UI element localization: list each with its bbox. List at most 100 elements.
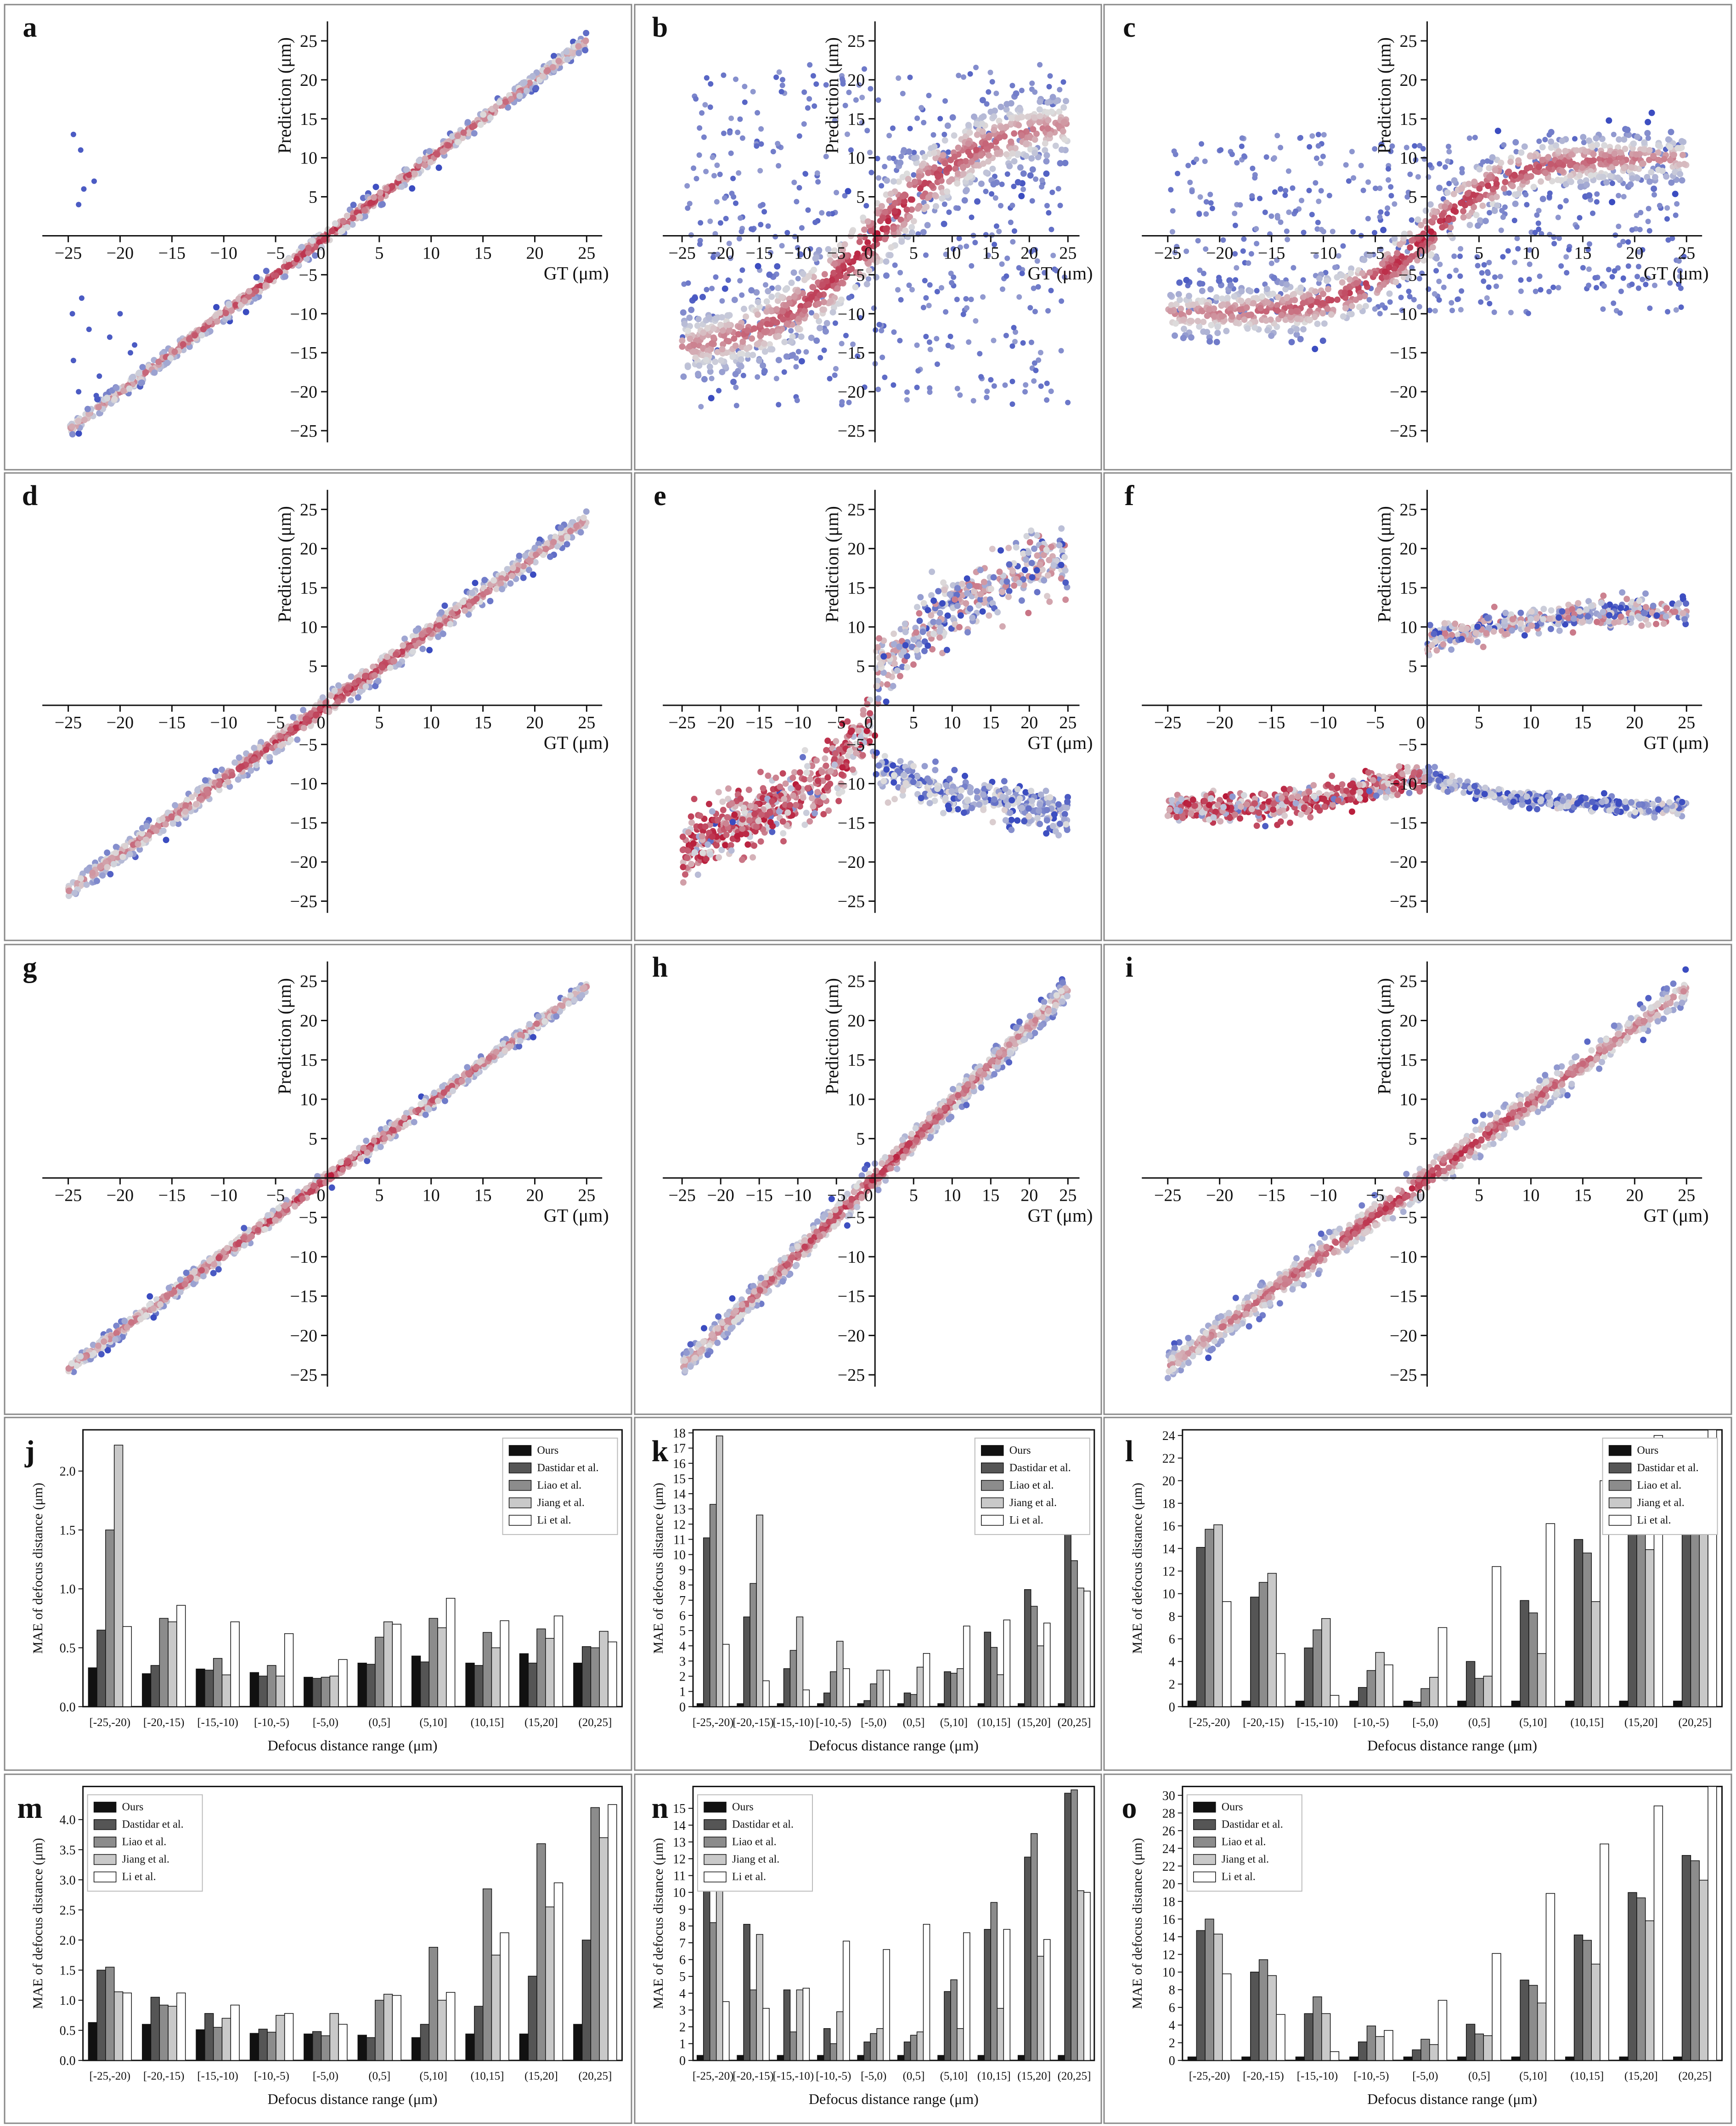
scatter-point [906,148,913,155]
scatter-point [923,333,929,339]
scatter-point [1313,180,1319,186]
scatter-point [1294,315,1301,322]
scatter-point [303,255,310,262]
scatter-point [763,298,770,305]
scatter-point [979,97,986,104]
scatter-point [681,281,687,287]
scatter-point [890,125,896,131]
y-tick-label: −15 [290,814,317,833]
scatter-point [1648,109,1655,116]
scatter-point [1316,275,1323,282]
scatter-point [1606,117,1612,124]
scatter-point [193,801,199,808]
scatter-point [1231,293,1238,300]
scatter-point [684,183,690,189]
scatter-point [855,353,861,359]
scatter-point [1324,277,1330,284]
scatter-point [504,566,511,573]
scatter-point [680,879,687,886]
scatter-point [1300,326,1307,333]
scatter-point [1203,211,1209,217]
scatter-point [811,266,817,273]
scatter-point [1060,119,1067,126]
scatter-point [715,252,721,258]
scatter-point [1328,297,1335,304]
scatter-point [1033,176,1039,182]
scatter-point [1499,208,1505,214]
scatter-point [1646,206,1651,212]
scatter-point [1436,185,1443,191]
scatter-point [999,181,1005,187]
scatter-point [71,889,78,896]
scatter-point [1415,174,1421,180]
scatter-point [542,546,549,552]
y-tick-label: −10 [838,304,865,324]
scatter-point [462,607,468,614]
scatter-point [991,127,998,134]
scatter-point [248,767,254,774]
scatter-point [986,134,992,141]
scatter-point [904,397,910,403]
y-tick-label: −20 [290,382,317,402]
scatter-point [973,146,980,153]
scatter-point [955,144,962,151]
scatter-point [1044,125,1051,132]
scatter-point [65,888,72,894]
x-tick-label: −10 [210,243,237,263]
scatter-point [282,273,288,280]
scatter-point [991,113,998,120]
scatter-point [1020,186,1026,192]
scatter-point [1564,270,1570,276]
scatter-point [1194,156,1200,162]
scatter-point [1620,275,1626,281]
scatter-point [122,843,129,849]
scatter-point [763,308,770,315]
scatter-point [1246,260,1251,266]
scatter-point [812,219,818,225]
y-tick-label: 25 [300,500,317,519]
scatter-point [198,332,205,339]
scatter-point [732,343,739,349]
scatter-point [1249,193,1255,199]
scatter-point [939,285,944,291]
scatter-point [1350,229,1356,235]
scatter-point [1592,275,1598,281]
scatter-point [162,821,169,828]
scatter-point [348,673,355,680]
scatter-point [891,200,898,207]
scatter-point [768,250,773,256]
scatter-point [1539,157,1546,163]
scatter-point [1678,285,1684,291]
scatter-point [813,81,819,87]
y-axis-label: Prediction (μm) [274,37,295,154]
scatter-point [356,688,363,695]
scatter-point [1214,330,1221,337]
scatter-point [717,220,723,226]
scatter-point [755,110,761,116]
scatter-point [1515,191,1522,197]
scatter-point [1593,135,1600,142]
scatter-point [972,240,978,246]
scatter-point [1511,172,1518,179]
scatter-point [765,288,772,295]
scatter-point [460,129,467,136]
scatter-point [1375,287,1381,293]
scatter-point [942,98,948,104]
scatter-point [1491,309,1497,315]
scatter-point [1341,289,1348,296]
scatter-point [758,141,764,147]
scatter-point [993,90,999,96]
scatter-point [978,374,984,380]
scatter-point [583,508,590,515]
scatter-point [1458,246,1464,252]
scatter-point [452,605,459,612]
origin-label: 0 [316,243,325,263]
scatter-point [1356,304,1363,310]
scatter-point [564,534,571,540]
scatter-point [1532,230,1538,236]
scatter-point [1027,172,1034,179]
scatter-point [1645,118,1651,125]
scatter-point [1590,210,1595,216]
scatter-point [1611,150,1618,157]
scatter-point [934,289,940,295]
